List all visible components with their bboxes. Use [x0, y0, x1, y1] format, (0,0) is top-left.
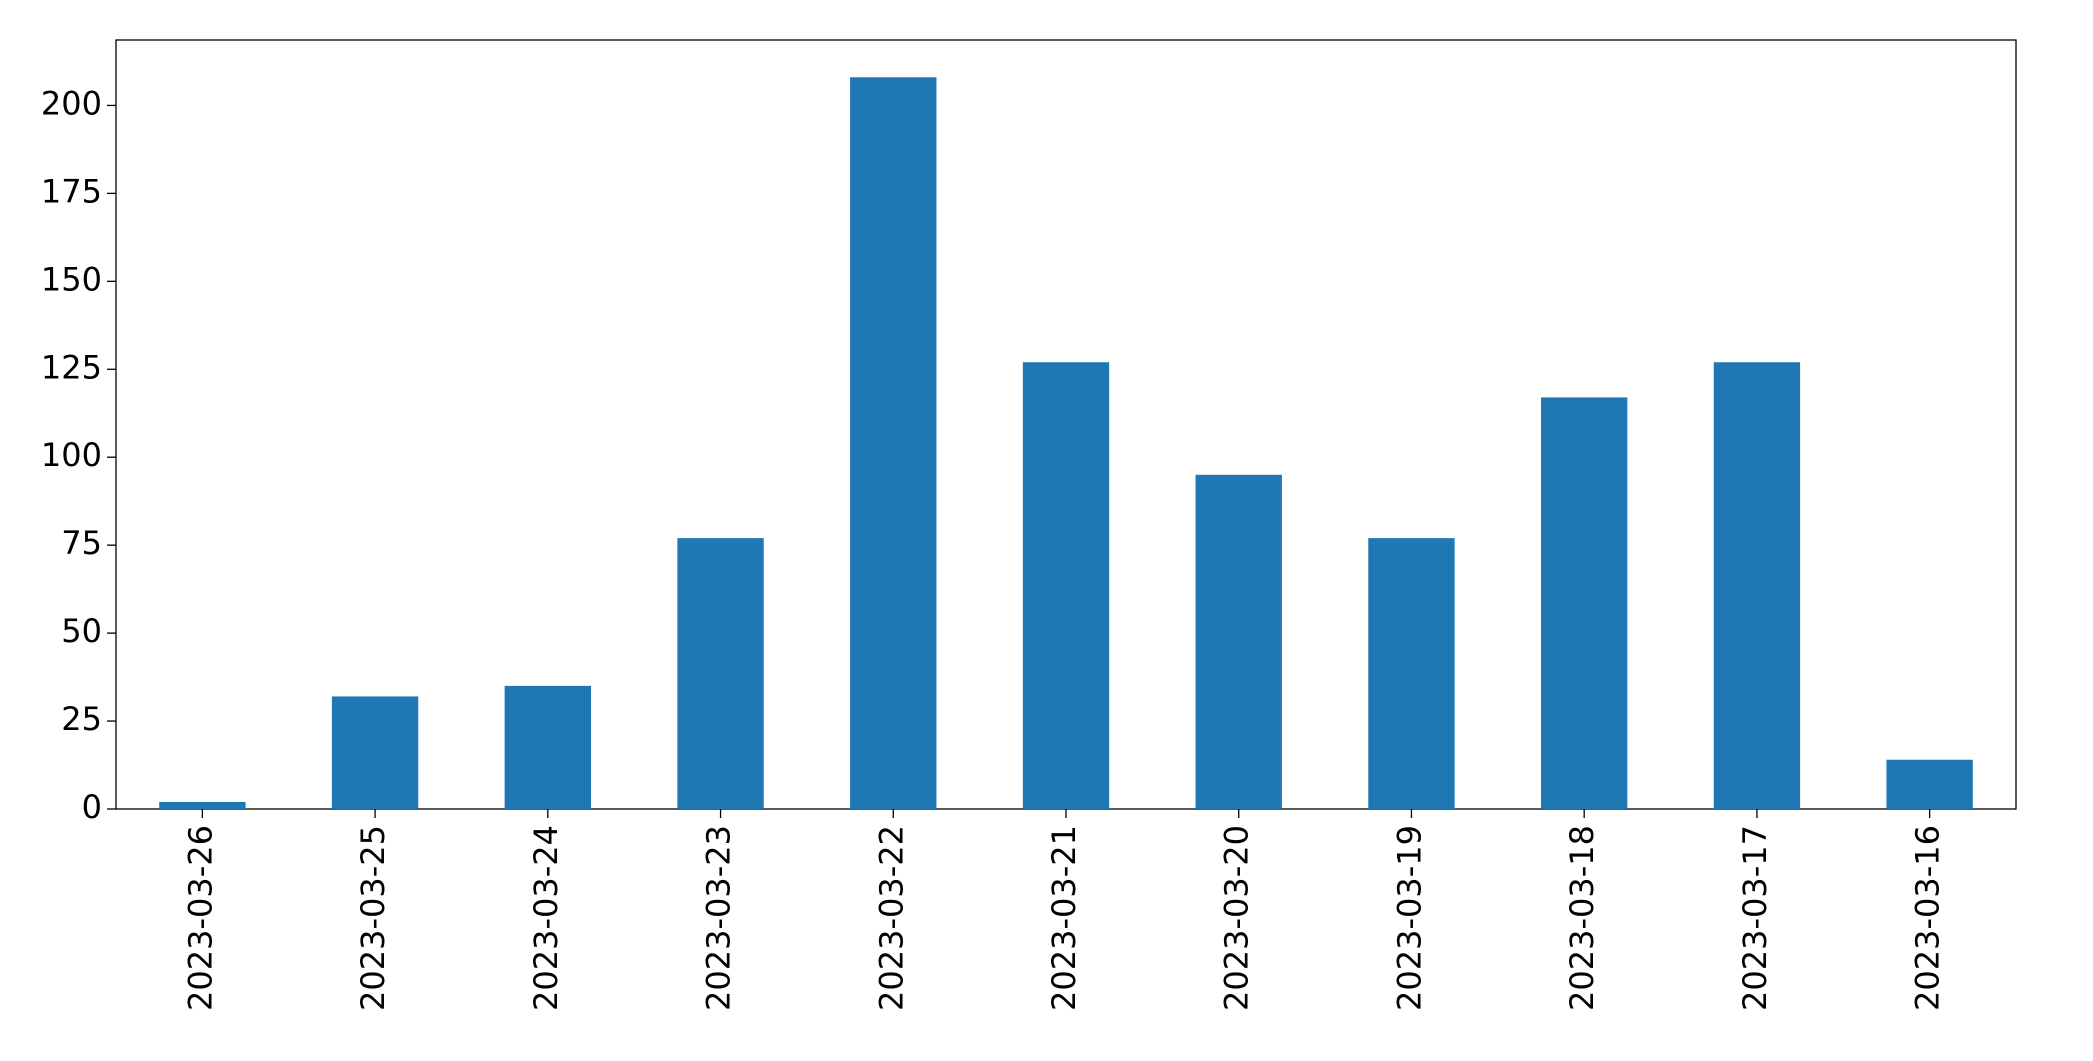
bar	[1195, 474, 1282, 809]
y-tick-label: 100	[41, 436, 102, 474]
y-tick-label: 125	[41, 348, 102, 386]
x-tick-label: 2023-03-20	[1218, 825, 1256, 1011]
bar	[159, 801, 246, 809]
x-tick-label: 2023-03-19	[1390, 825, 1428, 1011]
y-tick-label: 75	[61, 524, 102, 562]
bar	[1368, 538, 1455, 809]
bar	[1541, 397, 1628, 809]
y-tick-label: 150	[41, 260, 102, 298]
y-tick-label: 25	[61, 700, 102, 738]
x-tick-label: 2023-03-21	[1045, 825, 1083, 1011]
x-tick-label: 2023-03-23	[700, 825, 738, 1011]
y-tick-label: 200	[41, 84, 102, 122]
y-tick-label: 175	[41, 172, 102, 210]
bar	[504, 685, 591, 809]
bar	[1886, 759, 1973, 809]
bar	[1713, 362, 1801, 809]
bar	[331, 696, 419, 809]
y-tick-label: 50	[61, 612, 102, 650]
x-tick-label: 2023-03-16	[1909, 825, 1947, 1011]
x-tick-label: 2023-03-17	[1736, 825, 1774, 1011]
x-tick-label: 2023-03-26	[181, 825, 219, 1011]
bar	[677, 538, 764, 809]
bar	[850, 77, 937, 809]
x-tick-label: 2023-03-22	[872, 825, 910, 1011]
x-tick-label: 2023-03-18	[1563, 825, 1601, 1011]
x-tick-label: 2023-03-24	[527, 825, 565, 1011]
x-tick-label: 2023-03-25	[354, 825, 392, 1011]
bar	[1022, 362, 1110, 809]
y-tick-label: 0	[82, 788, 102, 826]
